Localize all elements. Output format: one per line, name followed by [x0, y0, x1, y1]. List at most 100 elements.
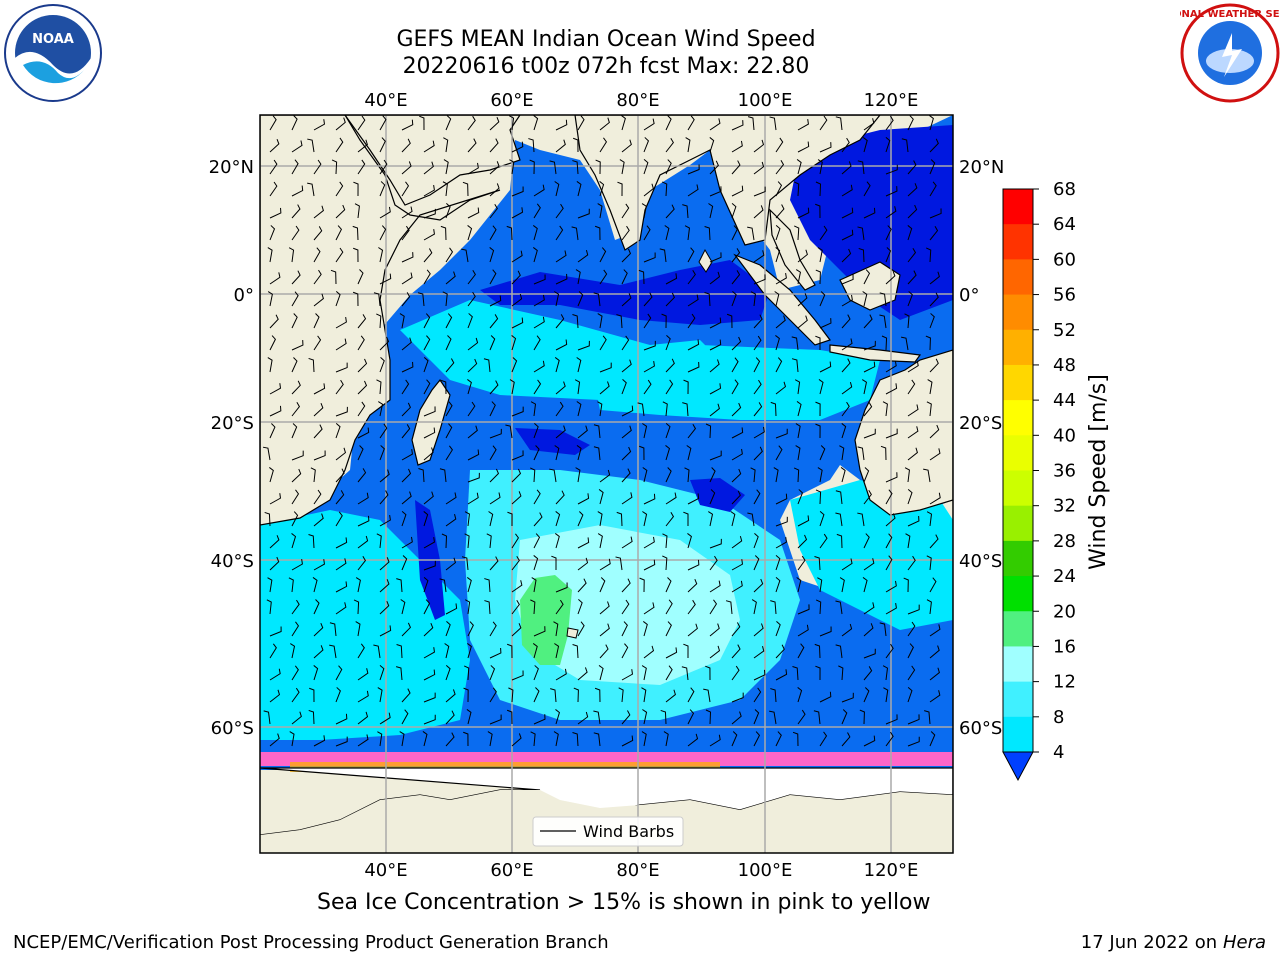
wind-barb — [929, 138, 939, 153]
wind-barb — [554, 357, 560, 373]
wind-barb — [461, 556, 469, 571]
colorbar-tick-label: 16 — [1053, 636, 1076, 657]
wind-barb — [401, 138, 411, 153]
wind-barb — [907, 248, 917, 263]
wind-barb — [379, 469, 390, 483]
wind-barb — [508, 115, 515, 131]
wind-barb — [357, 668, 369, 681]
wind-barb — [665, 273, 678, 285]
wind-barb — [533, 294, 545, 307]
wind-barb — [269, 139, 280, 153]
wind-barb — [709, 317, 722, 329]
wind-barb — [511, 141, 524, 153]
wind-barb — [708, 203, 714, 219]
wind-barb — [599, 335, 607, 351]
wind-barb — [863, 648, 876, 659]
wind-barb — [595, 159, 601, 175]
wind-barb — [532, 643, 538, 659]
wind-barb — [815, 489, 822, 505]
wind-barb — [571, 226, 579, 241]
wind-barb — [291, 380, 301, 395]
wind-barb — [357, 358, 368, 373]
wind-barb — [621, 203, 630, 219]
wind-barb — [376, 533, 382, 549]
map-title: GEFS MEAN Indian Ocean Wind Speed — [396, 27, 816, 52]
wind-barb — [269, 467, 274, 483]
wind-barb — [489, 665, 496, 681]
left-lat-label: 0° — [234, 285, 254, 306]
wind-barb — [775, 445, 783, 461]
wind-barb — [597, 203, 603, 219]
wind-barb — [555, 339, 568, 351]
wind-barb — [750, 467, 756, 483]
wind-barb — [863, 207, 876, 219]
wind-barb — [313, 226, 323, 241]
colorbar-segment — [1003, 364, 1033, 401]
wind-barb — [467, 449, 480, 461]
wind-barb — [841, 161, 852, 175]
wind-barb — [418, 468, 425, 483]
wind-barb — [466, 577, 472, 593]
wind-barb — [511, 335, 517, 351]
wind-barb — [308, 534, 315, 549]
wind-barb — [775, 225, 781, 241]
wind-barb — [835, 512, 843, 527]
wind-barb — [467, 291, 476, 307]
wind-barb — [401, 119, 414, 131]
wind-barb — [709, 467, 716, 483]
wind-barb — [907, 665, 916, 681]
wind-barb — [863, 340, 876, 351]
noaa-logo-text: NOAA — [32, 32, 74, 47]
wind-barb — [467, 425, 478, 439]
wind-barb — [775, 181, 783, 197]
wind-barb — [511, 623, 522, 637]
wind-barb — [555, 273, 568, 285]
wind-barb — [417, 292, 425, 307]
wind-barb — [775, 493, 788, 505]
wind-barb — [621, 669, 634, 681]
wind-barb — [683, 379, 689, 395]
wind-barb — [797, 249, 808, 263]
wind-barb — [775, 381, 787, 395]
wind-barb — [353, 599, 360, 615]
wind-barb — [313, 335, 322, 351]
wind-barb — [593, 446, 601, 461]
wind-barb — [907, 736, 920, 747]
wind-barb — [797, 315, 808, 329]
wind-barb — [797, 624, 809, 637]
wind-barb — [401, 252, 414, 263]
wind-barb — [313, 559, 325, 571]
wind-barb — [555, 490, 565, 505]
wind-barb — [373, 292, 381, 307]
wind-barb — [929, 424, 940, 439]
wind-barb — [464, 533, 470, 549]
wind-barb — [554, 643, 560, 659]
colorbar-segment — [1003, 681, 1033, 718]
wind-barb — [313, 293, 324, 307]
wind-barb — [907, 515, 920, 527]
wind-barb — [841, 423, 847, 439]
wind-barb — [775, 621, 781, 637]
wind-barb — [313, 424, 323, 439]
colorbar-tick-label: 4 — [1053, 742, 1064, 763]
wind-barb — [467, 621, 474, 637]
wind-barb — [335, 665, 343, 681]
wind-barb — [379, 336, 390, 351]
wind-barb — [841, 314, 851, 329]
wind-barb — [467, 492, 479, 505]
wind-barb — [753, 402, 763, 417]
wind-barb — [643, 137, 650, 153]
wind-barb — [841, 381, 853, 395]
wind-barb — [885, 186, 898, 197]
wind-barb — [885, 164, 898, 175]
wind-barb — [665, 512, 675, 527]
wind-barb — [357, 445, 364, 461]
wind-barb — [555, 314, 565, 329]
wind-barb — [863, 558, 875, 571]
wind-barb — [377, 687, 383, 703]
wind-barb — [665, 492, 677, 505]
wind-barb — [291, 687, 300, 703]
wind-barb — [444, 643, 450, 659]
wind-barb — [577, 557, 589, 571]
